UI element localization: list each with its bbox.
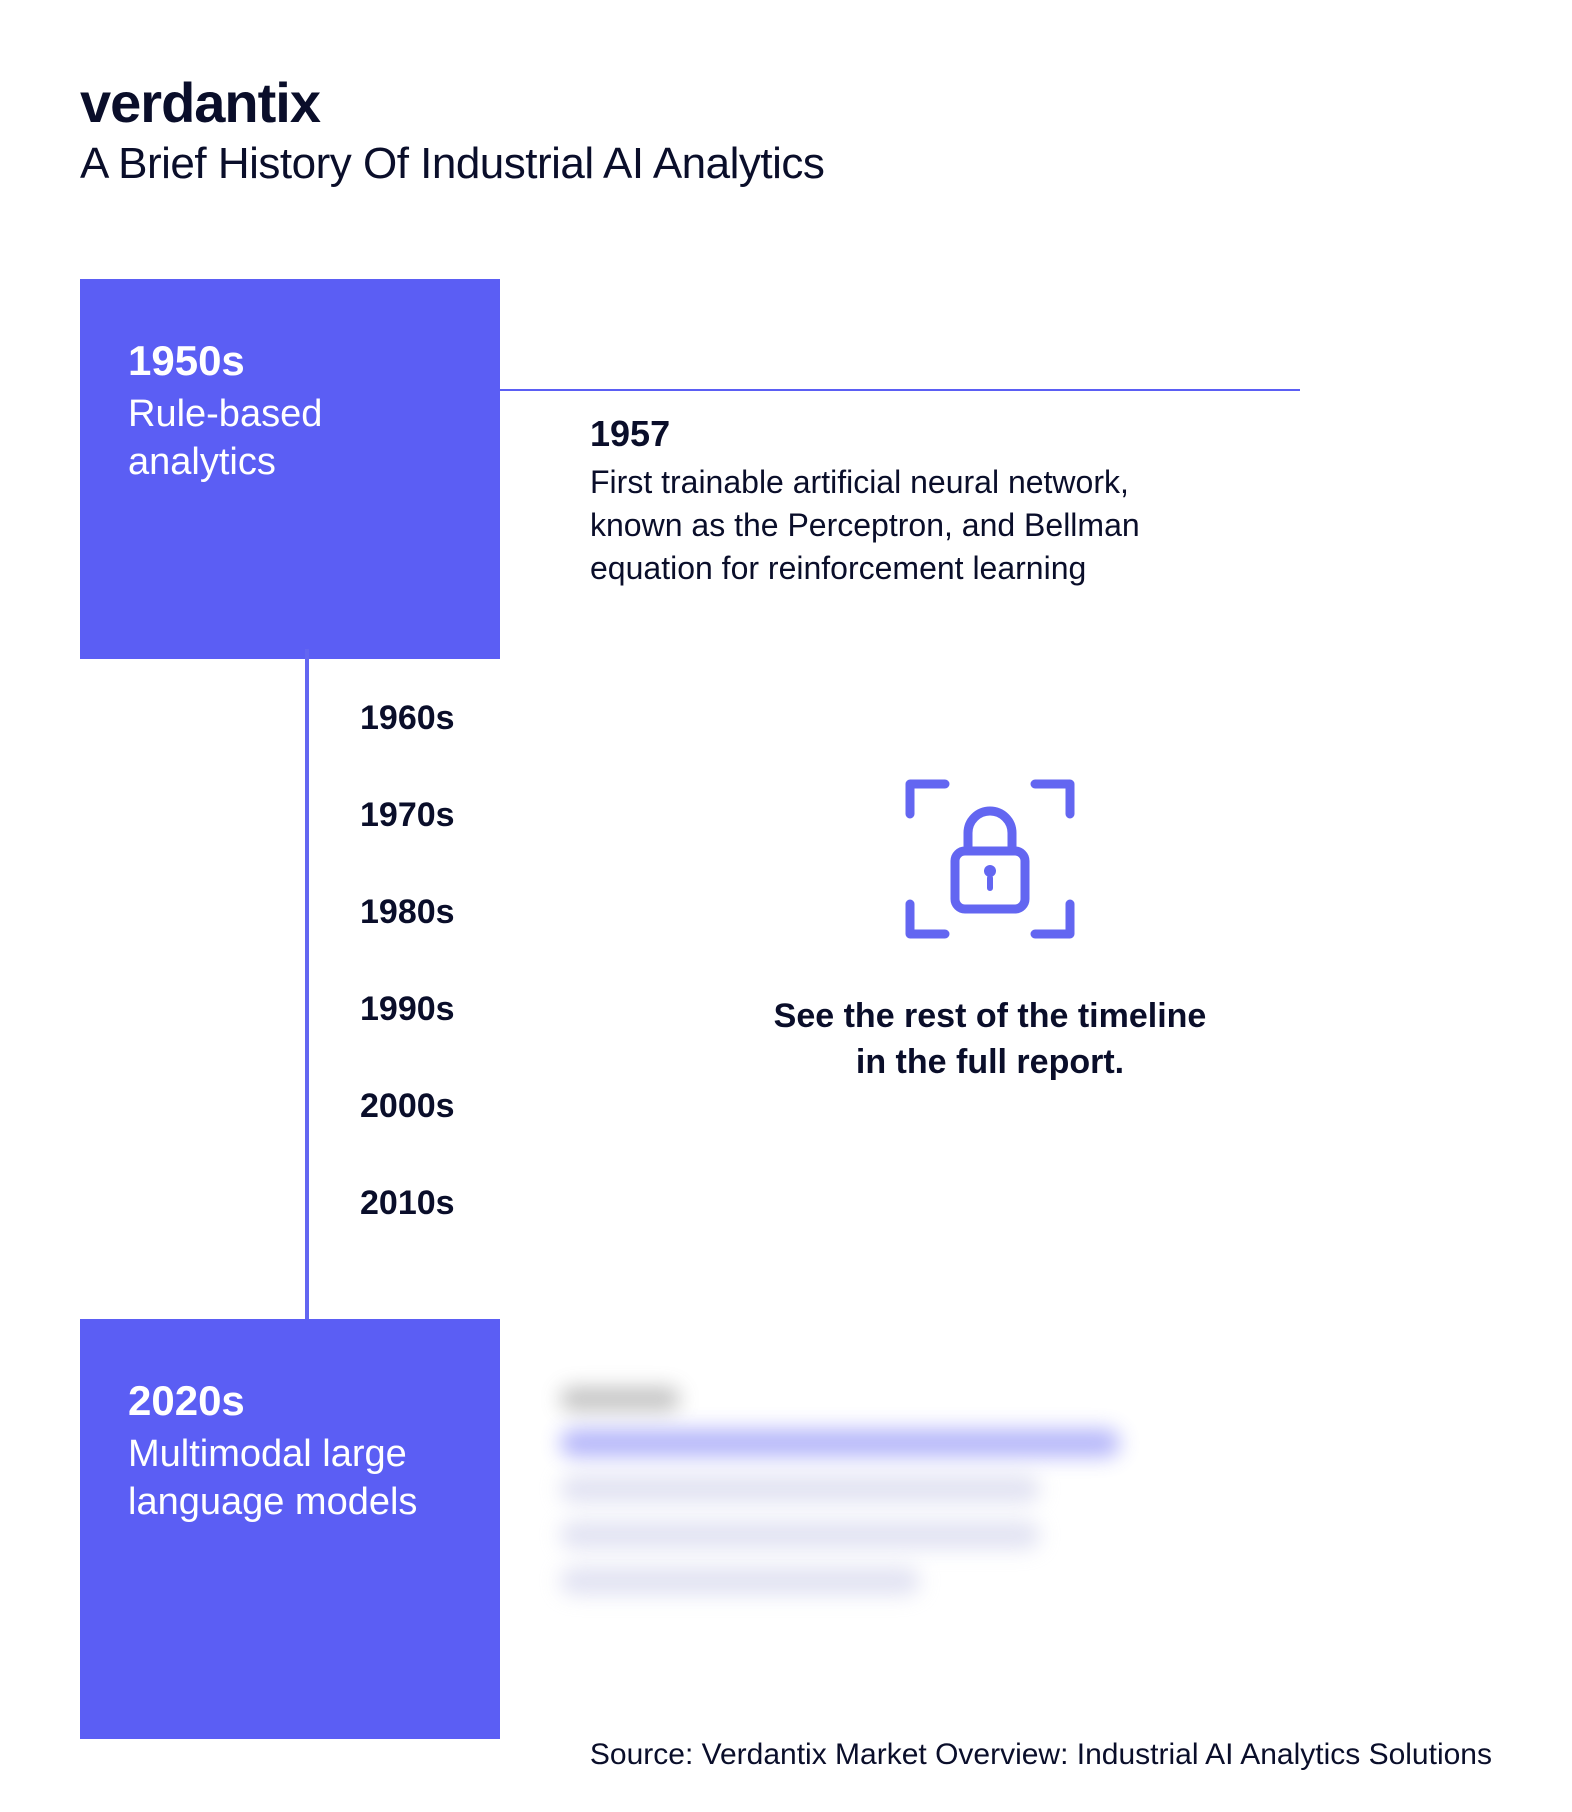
brand-text: verdantix xyxy=(80,70,320,135)
page-root: verdantix A Brief History Of Industrial … xyxy=(0,0,1572,1812)
timeline-middle-decades: 1960s 1970s 1980s 1990s 2000s 2010s xyxy=(360,699,455,1281)
cta-text-line2: in the full report. xyxy=(710,1040,1270,1086)
event-year: 1957 xyxy=(590,413,1230,455)
timeline-hrule xyxy=(500,389,1300,391)
era-box-2020s: 2020s Multimodal large language models xyxy=(80,1319,500,1739)
page-title: A Brief History Of Industrial AI Analyti… xyxy=(80,139,1492,189)
era-decade: 2020s xyxy=(128,1377,452,1425)
timeline: 1950s Rule-based analytics 1957 First tr… xyxy=(80,279,1492,1679)
decade-label: 1970s xyxy=(360,796,455,835)
era-detail-1957: 1957 First trainable artificial neural n… xyxy=(590,413,1230,591)
decade-label: 1980s xyxy=(360,893,455,932)
era-box-1950s: 1950s Rule-based analytics xyxy=(80,279,500,659)
cta-text-line1: See the rest of the timeline xyxy=(710,994,1270,1040)
event-description: First trainable artificial neural networ… xyxy=(590,461,1230,591)
locked-content-cta[interactable]: See the rest of the timeline in the full… xyxy=(710,759,1270,1086)
era-label: Rule-based analytics xyxy=(128,391,452,486)
source-attribution: Source: Verdantix Market Overview: Indus… xyxy=(0,1738,1572,1772)
decade-label: 2010s xyxy=(360,1184,455,1223)
era-label: Multimodal large language models xyxy=(128,1431,452,1526)
era-decade: 1950s xyxy=(128,337,452,385)
brand-logo: verdantix xyxy=(80,70,1492,135)
lock-icon xyxy=(890,759,1090,964)
decade-label: 1990s xyxy=(360,990,455,1029)
blurred-content-placeholder xyxy=(560,1369,1260,1649)
decade-label: 1960s xyxy=(360,699,455,738)
decade-label: 2000s xyxy=(360,1087,455,1126)
